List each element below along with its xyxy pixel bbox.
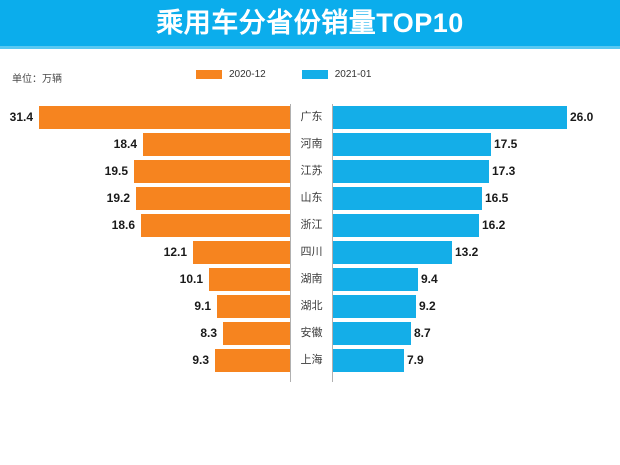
bar-2020-12[interactable] bbox=[136, 187, 290, 210]
bar-value-2020-12: 18.4 bbox=[113, 137, 137, 151]
bar-value-2021-01: 8.7 bbox=[414, 326, 431, 340]
bar-value-2021-01: 13.2 bbox=[455, 245, 479, 259]
bar-value-2020-12: 12.1 bbox=[163, 245, 187, 259]
bar-value-2021-01: 26.0 bbox=[570, 110, 594, 124]
bar-2021-01[interactable] bbox=[333, 349, 404, 372]
unit-label: 单位：万辆 bbox=[12, 74, 62, 85]
chart-header-banner: 乘用车分省份销量TOP10 bbox=[0, 0, 620, 46]
table-row: 18.4 河南 17.5 bbox=[0, 131, 620, 158]
bar-2021-01[interactable] bbox=[333, 160, 489, 183]
bar-value-2020-12: 9.3 bbox=[192, 353, 209, 367]
bar-2020-12[interactable] bbox=[209, 268, 290, 291]
bar-2021-01[interactable] bbox=[333, 133, 491, 156]
bar-value-2020-12: 9.1 bbox=[194, 299, 211, 313]
category-label: 广东 bbox=[300, 111, 323, 123]
bar-2021-01[interactable] bbox=[333, 322, 411, 345]
legend-label-2020-12: 2020-12 bbox=[229, 69, 266, 80]
table-row: 19.2 山东 16.5 bbox=[0, 185, 620, 212]
bar-2021-01[interactable] bbox=[333, 295, 416, 318]
bar-value-2021-01: 9.4 bbox=[421, 272, 438, 286]
bar-2021-01[interactable] bbox=[333, 214, 479, 237]
bar-2020-12[interactable] bbox=[39, 106, 290, 129]
bar-2020-12[interactable] bbox=[143, 133, 290, 156]
bar-2021-01[interactable] bbox=[333, 187, 482, 210]
category-label: 河南 bbox=[300, 138, 323, 150]
legend-label-2021-01: 2021-01 bbox=[334, 69, 372, 80]
category-label: 安徽 bbox=[300, 327, 323, 339]
header-underline-divider bbox=[0, 46, 620, 49]
bar-2020-12[interactable] bbox=[141, 214, 290, 237]
bar-value-2021-01: 17.5 bbox=[494, 137, 518, 151]
bar-2020-12[interactable] bbox=[217, 295, 290, 318]
legend-swatch-icon-2021-01 bbox=[301, 70, 328, 79]
table-row: 8.3 安徽 8.7 bbox=[0, 320, 620, 347]
bar-value-2021-01: 7.9 bbox=[407, 353, 424, 367]
legend-item-2021-01[interactable]: 2021-01 bbox=[301, 69, 372, 80]
table-row: 19.5 江苏 17.3 bbox=[0, 158, 620, 185]
bar-value-2021-01: 17.3 bbox=[492, 164, 516, 178]
category-label: 湖南 bbox=[300, 273, 323, 285]
table-row: 12.1 四川 13.2 bbox=[0, 239, 620, 266]
category-label: 江苏 bbox=[300, 165, 323, 177]
bar-value-2020-12: 19.5 bbox=[104, 164, 128, 178]
axis-line-right bbox=[332, 104, 333, 382]
bar-2021-01[interactable] bbox=[333, 268, 418, 291]
axis-line-left bbox=[290, 104, 291, 382]
chart-legend: 2020-12 2021-01 bbox=[196, 69, 371, 80]
table-row: 9.3 上海 7.9 bbox=[0, 347, 620, 374]
category-label: 湖北 bbox=[300, 300, 323, 312]
category-label: 浙江 bbox=[300, 219, 323, 231]
table-row: 10.1 湖南 9.4 bbox=[0, 266, 620, 293]
bar-value-2021-01: 16.2 bbox=[482, 218, 506, 232]
category-label: 山东 bbox=[300, 192, 323, 204]
bar-2020-12[interactable] bbox=[215, 349, 290, 372]
bar-value-2020-12: 19.2 bbox=[106, 191, 130, 205]
chart-plot-area: 31.4 广东 26.0 18.4 河南 17.5 19.5 江苏 17.3 1… bbox=[0, 104, 620, 382]
category-label: 四川 bbox=[300, 246, 323, 258]
legend-item-2020-12[interactable]: 2020-12 bbox=[196, 69, 266, 80]
bar-value-2020-12: 31.4 bbox=[9, 110, 33, 124]
bar-2020-12[interactable] bbox=[223, 322, 290, 345]
table-row: 31.4 广东 26.0 bbox=[0, 104, 620, 131]
legend-swatch-icon-2020-12 bbox=[196, 70, 222, 79]
bar-value-2021-01: 9.2 bbox=[419, 299, 436, 313]
table-row: 18.6 浙江 16.2 bbox=[0, 212, 620, 239]
page-title: 乘用车分省份销量TOP10 bbox=[156, 7, 464, 38]
bar-2021-01[interactable] bbox=[333, 106, 567, 129]
bar-2020-12[interactable] bbox=[134, 160, 290, 183]
bar-2020-12[interactable] bbox=[193, 241, 290, 264]
bar-value-2020-12: 18.6 bbox=[111, 218, 135, 232]
bar-value-2021-01: 16.5 bbox=[485, 191, 509, 205]
category-label: 上海 bbox=[300, 354, 323, 366]
bar-2021-01[interactable] bbox=[333, 241, 452, 264]
bar-value-2020-12: 10.1 bbox=[179, 272, 203, 286]
bar-value-2020-12: 8.3 bbox=[200, 326, 217, 340]
table-row: 9.1 湖北 9.2 bbox=[0, 293, 620, 320]
